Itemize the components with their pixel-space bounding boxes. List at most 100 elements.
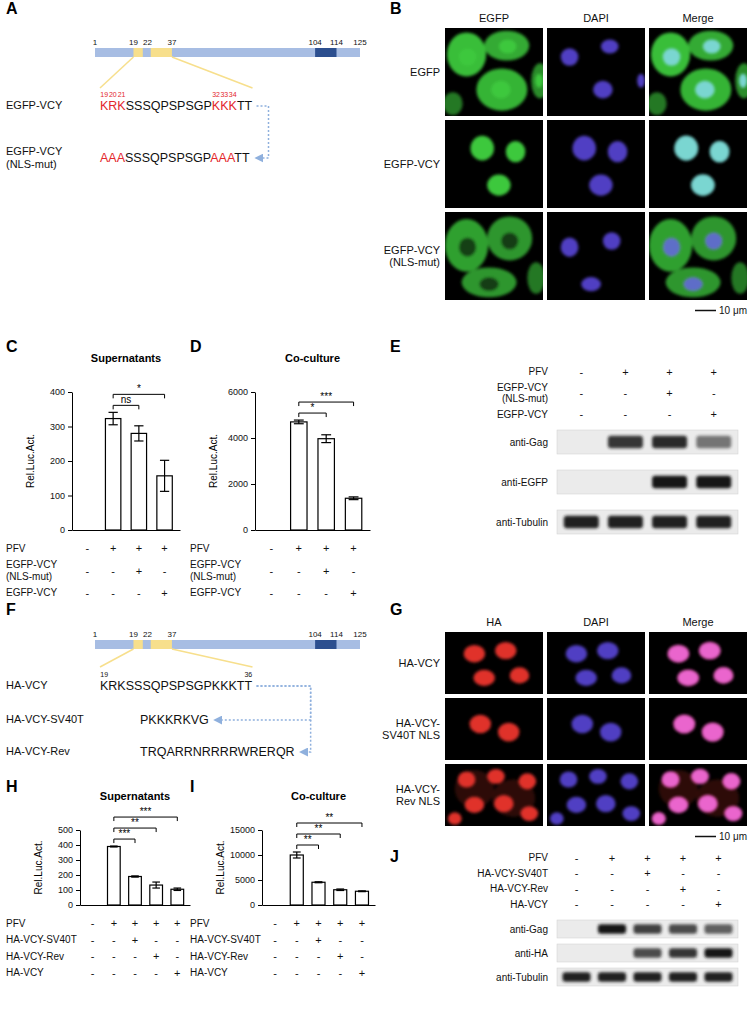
cell [723,773,741,789]
error-cap [349,496,359,497]
annotations: **** [299,391,354,417]
condition-mark: + [136,542,142,554]
construct-region [315,640,336,649]
label-line: EGFP-VCY [6,587,57,598]
cell [651,32,690,76]
cell [649,92,667,115]
sequence-segment: TRQARRNRRRRWRERQR [140,745,295,759]
condition-mark: + [350,542,356,554]
condition-mark: - [163,565,167,577]
condition-mark: - [295,950,299,962]
column-header: Merge [682,616,713,628]
panel-label: H [6,778,18,795]
error-line [296,852,297,858]
significance-label: * [137,383,141,394]
condition-mark: + [136,565,142,577]
micrograph [647,28,753,116]
tick-mark [68,461,72,462]
condition-mark: + [174,967,180,979]
condition-mark: + [161,587,167,599]
cell [739,74,747,88]
cell [731,262,747,294]
y-tick: 0 [68,900,80,910]
residue-number: 33 [220,91,228,98]
error-cap [293,857,301,858]
label-line: HA-VCY- [396,783,441,795]
sequence: PKKKRKVG [140,713,209,727]
label-line: PFV [6,543,26,554]
micrograph-content [649,28,747,116]
image-background [547,764,645,826]
y-tick: 0 [250,900,262,910]
blot-band [704,972,732,981]
tick-label: 2000 [228,479,248,489]
tick-mark [251,392,255,393]
y-axis-line [72,393,73,531]
panel-a: 1192237104114125EGFP-VCYKRKSSSQPSPSGPKKK… [6,38,367,170]
label-line: EGFP-VCY [384,158,441,170]
micrograph [547,764,645,826]
cell [691,175,715,196]
condition-mark: + [337,950,343,962]
condition-mark: + [644,852,650,864]
condition-mark: - [91,967,95,979]
construct-tick-label: 125 [353,630,367,639]
error-line [164,460,165,491]
cell [724,806,742,821]
cell [445,219,488,272]
label-line: (NLS-mut) [389,256,440,268]
micrograph-content [649,120,747,208]
row-label: PFV [6,918,26,929]
scale-bar [695,310,716,312]
cell [703,39,721,53]
y-tick: 2000 [228,479,255,489]
blot-band [669,924,697,933]
row-label: EGFP-VCY [384,158,441,170]
significance-label: ns [121,394,132,405]
error-bar [294,420,304,424]
condition-mark: + [609,852,615,864]
label-line: (NLS-mut) [6,571,52,582]
micrograph-content [547,28,645,116]
condition-mark: - [717,883,721,895]
label-line: EGFP-VCY [6,145,63,157]
error-bar [349,497,359,500]
micrograph [649,698,747,760]
channel-layer [561,39,645,98]
cell [506,141,526,162]
condition-mark: - [137,587,141,599]
error-bar [160,460,169,491]
cell [637,74,645,88]
cell [520,806,538,821]
condition-mark: + [296,542,302,554]
blot-strip [557,510,738,534]
label-line: PFV [6,918,26,929]
condition-mark: - [317,950,321,962]
image-background [547,698,645,760]
cell [691,175,715,196]
error-cap [315,881,323,882]
condition-mark: - [579,387,583,399]
channel-layer [445,31,543,115]
cell [499,39,517,53]
y-tick: 200 [58,870,80,880]
tick-label: 500 [58,825,73,835]
micrograph-content [445,28,543,116]
micrograph [649,632,747,694]
significance-label: * [311,402,315,413]
image-background [445,632,543,694]
cell [683,277,703,291]
label-line: (NLS-mut) [502,393,548,404]
sequence-segment: KRK [100,99,126,113]
bar [86,904,99,905]
image-background [445,212,543,300]
condition-mark: - [360,950,364,962]
significance-bracket [297,823,362,827]
label-line: HA-VCY-SV40T [190,934,261,945]
bar [345,498,361,530]
label-line: PFV [190,918,210,929]
condition-mark: - [338,967,342,979]
condition-mark: - [270,565,274,577]
construct-tick-label: 37 [167,630,176,639]
antibody-label: anti-Gag [510,924,548,935]
